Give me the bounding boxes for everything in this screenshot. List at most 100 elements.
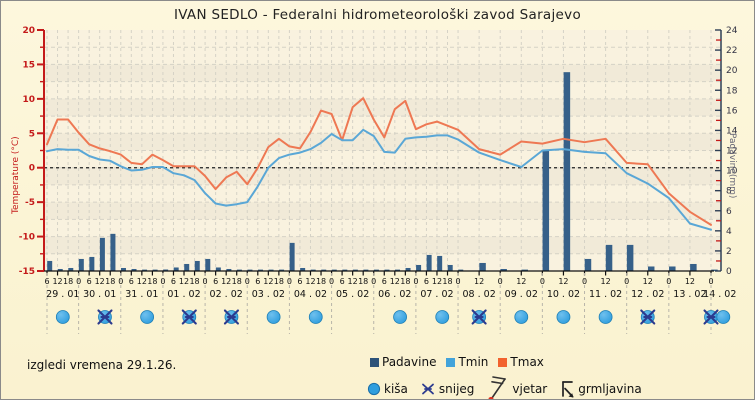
x-axis: 6121806121806121806121806121806121806121… xyxy=(44,270,714,286)
left-axis: 20 15 10 5 0 -5 -10 -15 xyxy=(19,26,45,277)
svg-text:10: 10 xyxy=(22,95,35,105)
weather-symbol-rain xyxy=(308,310,323,324)
svg-text:18: 18 xyxy=(274,277,284,286)
svg-text:01 . 02: 01 . 02 xyxy=(167,289,200,300)
legend-item-padavine: Padavine xyxy=(370,355,436,369)
svg-text:18: 18 xyxy=(147,277,157,286)
tmax-swatch-icon xyxy=(498,357,508,367)
weather-symbol-rain xyxy=(598,310,613,324)
svg-text:30 . 01: 30 . 01 xyxy=(83,289,116,300)
svg-text:18: 18 xyxy=(726,86,738,96)
svg-text:14: 14 xyxy=(726,126,738,136)
weather-symbol-rain-snow xyxy=(703,309,719,325)
svg-text:18: 18 xyxy=(316,277,326,286)
svg-text:6: 6 xyxy=(171,277,176,286)
svg-text:29 . 01: 29 . 01 xyxy=(46,289,79,300)
svg-text:12: 12 xyxy=(474,277,484,286)
plot-band xyxy=(44,184,721,203)
plot-band xyxy=(44,30,721,48)
legend-item-tmax: Tmax xyxy=(498,355,544,369)
weather-symbol-rain xyxy=(514,310,529,324)
legend-symbols: kiša snijeg vjetar xyxy=(367,375,642,399)
legend-item-kisa: kiša xyxy=(367,382,408,396)
svg-text:12: 12 xyxy=(516,277,526,286)
tmax-line xyxy=(46,97,712,226)
svg-text:6: 6 xyxy=(726,207,732,217)
legend-item-tmin: Tmin xyxy=(446,355,488,369)
svg-text:12: 12 xyxy=(685,277,695,286)
rain-circle-icon xyxy=(367,382,381,395)
weather-symbol-rain xyxy=(55,310,70,324)
svg-text:4: 4 xyxy=(726,227,732,237)
svg-text:12: 12 xyxy=(52,277,62,286)
svg-text:06 . 02: 06 . 02 xyxy=(378,289,411,300)
plot-band xyxy=(44,167,721,185)
svg-text:20: 20 xyxy=(22,26,35,36)
weather-symbol-rain xyxy=(556,310,571,324)
svg-text:12: 12 xyxy=(726,147,737,157)
weather-symbol-rain xyxy=(266,310,281,324)
legend-item-grmljavina: grmljavina xyxy=(559,379,642,399)
svg-text:10 . 02: 10 . 02 xyxy=(547,289,580,300)
left-axis-title: Temperature (°C) xyxy=(11,136,21,214)
snow-cross-icon xyxy=(421,383,434,394)
weather-symbols-row xyxy=(55,309,731,325)
plot-band xyxy=(44,133,721,151)
svg-text:6: 6 xyxy=(297,277,302,286)
svg-text:09 . 02: 09 . 02 xyxy=(505,289,538,300)
svg-text:12: 12 xyxy=(137,277,147,286)
svg-text:14 . 02: 14 . 02 xyxy=(703,289,736,300)
legend-label: grmljavina xyxy=(578,381,642,396)
padavine-swatch-icon xyxy=(370,357,379,367)
svg-text:16: 16 xyxy=(726,106,738,116)
svg-text:2: 2 xyxy=(726,247,732,257)
svg-text:08 . 02: 08 . 02 xyxy=(463,289,496,300)
legend-item-snijeg: snijeg xyxy=(420,381,475,396)
svg-text:6: 6 xyxy=(129,277,134,286)
svg-text:12: 12 xyxy=(432,277,442,286)
svg-text:04 . 02: 04 . 02 xyxy=(294,289,327,300)
legend-label: Tmax xyxy=(510,355,544,369)
svg-text:12: 12 xyxy=(643,277,653,286)
legend-label: Padavine xyxy=(382,355,437,369)
svg-text:13 . 02: 13 . 02 xyxy=(673,289,706,300)
weather-symbol-rain xyxy=(393,310,407,324)
svg-text:12: 12 xyxy=(558,277,568,286)
svg-text:18: 18 xyxy=(105,277,115,286)
plot-band xyxy=(44,47,721,65)
svg-text:-5: -5 xyxy=(25,198,35,208)
svg-text:11 . 02: 11 . 02 xyxy=(589,289,622,300)
plot-band xyxy=(44,81,721,99)
precip-bars xyxy=(47,72,718,271)
legend-series: Padavine Tmin Tmax xyxy=(370,355,544,369)
plot-band xyxy=(44,116,721,134)
thunder-icon xyxy=(562,380,574,397)
legend-label: kiša xyxy=(384,381,408,396)
svg-text:12: 12 xyxy=(263,277,273,286)
svg-text:8: 8 xyxy=(726,187,732,197)
svg-text:02 . 02: 02 . 02 xyxy=(210,289,243,300)
svg-text:5: 5 xyxy=(29,129,35,139)
svg-text:07 . 02: 07 . 02 xyxy=(420,289,453,300)
legend-label: snijeg xyxy=(438,381,475,396)
plot-band xyxy=(44,150,721,168)
weather-symbol-rain xyxy=(435,310,450,324)
svg-text:6: 6 xyxy=(87,277,92,286)
plot-band xyxy=(44,236,721,254)
svg-text:0: 0 xyxy=(29,164,35,174)
svg-text:15: 15 xyxy=(22,60,35,70)
svg-text:20: 20 xyxy=(726,66,738,76)
weather-symbol-rain-snow xyxy=(97,309,113,325)
legend-label: Tmin xyxy=(458,355,489,369)
plot-band xyxy=(44,98,721,117)
svg-text:12: 12 xyxy=(390,277,400,286)
svg-text:6: 6 xyxy=(382,277,387,286)
svg-text:12: 12 xyxy=(95,277,105,286)
svg-text:-10: -10 xyxy=(19,233,35,243)
svg-text:03 . 02: 03 . 02 xyxy=(252,289,285,300)
svg-text:10: 10 xyxy=(726,167,738,177)
svg-text:12: 12 xyxy=(179,277,189,286)
svg-text:18: 18 xyxy=(232,277,242,286)
svg-text:18: 18 xyxy=(358,277,368,286)
